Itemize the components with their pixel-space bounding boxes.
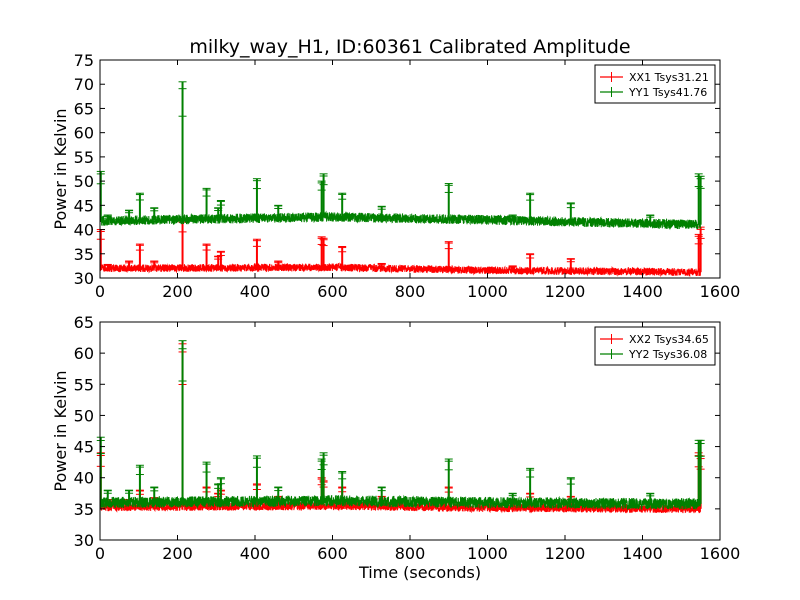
x-tick-label: 800 [395, 544, 426, 563]
y-tick-label: 30 [74, 269, 94, 288]
bottom-plot-panel: 0 200 400 600 800 1000 1200 1400 1600 30 35 40 45 50 5… [51, 313, 740, 582]
y-tick-label: 75 [74, 51, 94, 70]
top-legend-label-xx1: XX1 Tsys31.21 [629, 71, 709, 84]
top-ticks: 0 200 400 600 800 1000 1200 1400 1600 30 35 40 45 50 5… [74, 51, 741, 301]
x-tick-label: 400 [240, 544, 271, 563]
x-tick-label: 600 [317, 282, 348, 301]
x-tick-label: 400 [240, 282, 271, 301]
y-tick-label: 40 [74, 469, 94, 488]
x-tick-label: 1000 [467, 544, 508, 563]
y-tick-label: 55 [74, 148, 94, 167]
x-tick-label: 0 [95, 282, 105, 301]
top-plot-panel: 0 200 400 600 800 1000 1200 1400 1600 30 35 40 45 50 5… [51, 51, 740, 301]
top-series-layer [96, 81, 705, 278]
x-tick-label: 1000 [467, 282, 508, 301]
bottom-legend-box [594, 326, 716, 366]
y-tick-label: 65 [74, 313, 94, 332]
y-tick-label: 55 [74, 375, 94, 394]
x-tick-label: 800 [395, 282, 426, 301]
x-tick-label: 200 [162, 282, 193, 301]
bottom-series-layer [96, 340, 705, 514]
bottom-legend: XX2 Tsys34.65 YY2 Tsys36.08 [594, 326, 716, 366]
x-tick-label: 1600 [700, 544, 741, 563]
y-tick-label: 65 [74, 99, 94, 118]
y-tick-label: 45 [74, 438, 94, 457]
y-tick-label: 70 [74, 75, 94, 94]
y-tick-label: 50 [74, 172, 94, 191]
x-tick-label: 1400 [622, 282, 663, 301]
series-line [99, 210, 701, 231]
y-tick-label: 35 [74, 500, 94, 519]
top-legend-label-yy1: YY1 Tsys41.76 [628, 86, 707, 99]
y-tick-label: 50 [74, 406, 94, 425]
x-tick-label: 600 [317, 544, 348, 563]
series-line [99, 262, 701, 278]
series-yy2 [96, 340, 705, 511]
x-tick-label: 200 [162, 544, 193, 563]
bottom-legend-label-yy2: YY2 Tsys36.08 [628, 348, 707, 361]
bottom-y-axis-label: Power in Kelvin [51, 370, 70, 491]
y-tick-label: 60 [74, 344, 94, 363]
y-tick-label: 45 [74, 196, 94, 215]
bottom-x-axis-label: Time (seconds) [358, 563, 481, 582]
series-yy1 [96, 81, 705, 231]
x-tick-label: 1200 [545, 282, 586, 301]
series-line [99, 494, 701, 511]
bottom-legend-label-xx2: XX2 Tsys34.65 [629, 333, 709, 346]
x-tick-label: 1200 [545, 544, 586, 563]
y-tick-label: 60 [74, 124, 94, 143]
bottom-ticks: 0 200 400 600 800 1000 1200 1400 1600 30 35 40 45 50 5… [74, 313, 741, 563]
x-tick-label: 0 [95, 544, 105, 563]
top-y-axis-label: Power in Kelvin [51, 108, 70, 229]
y-tick-label: 35 [74, 245, 94, 264]
series-xx1 [96, 219, 705, 278]
chart-title: milky_way_H1, ID:60361 Calibrated Amplit… [189, 36, 630, 58]
y-tick-label: 30 [74, 531, 94, 550]
top-legend-box [594, 64, 716, 104]
y-tick-label: 40 [74, 221, 94, 240]
x-tick-label: 1400 [622, 544, 663, 563]
top-legend: XX1 Tsys31.21 YY1 Tsys41.76 [594, 64, 716, 104]
x-tick-label: 1600 [700, 282, 741, 301]
